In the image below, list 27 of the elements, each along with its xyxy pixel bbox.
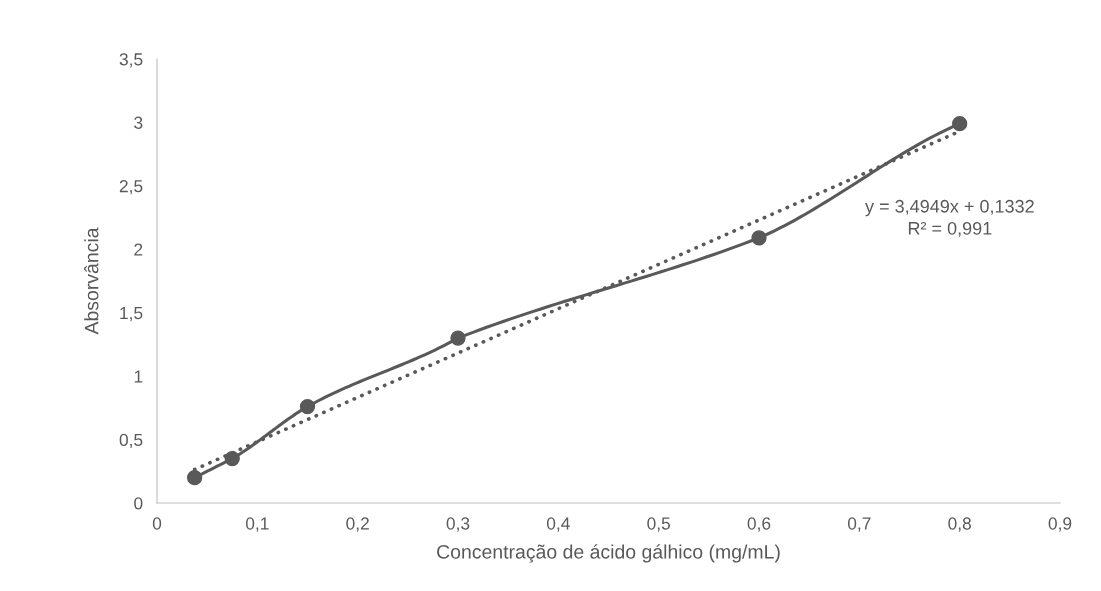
point bbox=[751, 230, 767, 246]
x-tick-label: 0 bbox=[152, 517, 162, 530]
y-tick-label: 3 bbox=[134, 116, 143, 129]
annotation: y = 3,4949x + 0,1332 R² = 0,991 bbox=[865, 199, 1034, 237]
x-tick-label: 0,1 bbox=[245, 517, 269, 532]
y-tick-label: 0 bbox=[134, 497, 143, 510]
y-tick-label: 2,5 bbox=[119, 180, 143, 195]
x-tick-label: 0,7 bbox=[847, 517, 871, 532]
x-axis-title: Concentração de ácido gálhico (mg/mL) bbox=[437, 544, 780, 563]
y-tick-label: 3,5 bbox=[119, 53, 143, 68]
x-tick-label: 0,4 bbox=[546, 517, 570, 532]
x-tick-label: 0,9 bbox=[1048, 517, 1072, 532]
y-tick-label: 0,5 bbox=[119, 433, 143, 449]
y-tick-label: 1 bbox=[134, 370, 143, 383]
point bbox=[224, 450, 240, 467]
x-tick-label: 0,6 bbox=[747, 517, 771, 532]
point bbox=[299, 398, 316, 415]
x-tick-label: 0,8 bbox=[948, 517, 971, 532]
y-tick-label: 1,5 bbox=[120, 307, 143, 322]
x-tick-label: 0,5 bbox=[647, 517, 671, 532]
point bbox=[952, 116, 968, 132]
y-axis-title: Absorvância bbox=[84, 227, 99, 335]
x-tick-label: 0,2 bbox=[346, 517, 369, 532]
point bbox=[450, 330, 466, 346]
point bbox=[186, 469, 203, 486]
x-tick-label: 0,3 bbox=[446, 517, 470, 532]
y-tick-label: 2 bbox=[134, 243, 143, 256]
